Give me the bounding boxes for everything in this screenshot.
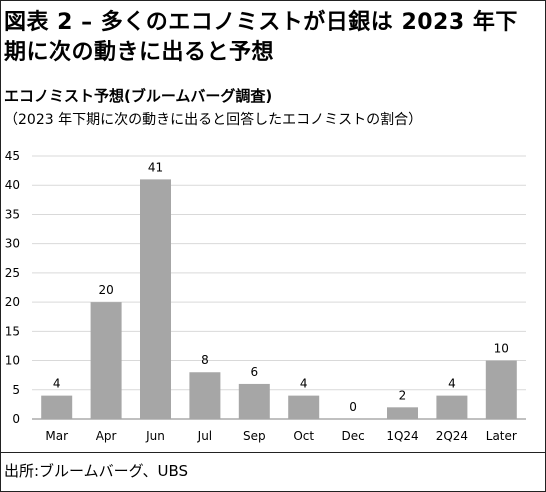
y-tick-label: 15	[5, 324, 20, 338]
bar	[41, 395, 73, 419]
x-tick-label: Later	[486, 429, 517, 443]
bar	[140, 179, 171, 419]
data-label: 20	[98, 283, 113, 297]
y-tick-label: 25	[5, 266, 20, 280]
bar	[288, 395, 320, 419]
data-label: 4	[53, 377, 61, 391]
bar	[485, 360, 517, 419]
figure-title: 図表 2 – 多くのエコノミストが日銀は 2023 年下期に次の動きに出ると予想	[4, 10, 518, 65]
x-tick-label: Apr	[96, 429, 117, 443]
y-tick-label: 30	[5, 237, 20, 251]
bar	[90, 302, 122, 419]
data-label: 2	[399, 388, 407, 402]
bar	[189, 372, 221, 419]
data-label: 10	[494, 342, 509, 356]
y-tick-label: 45	[5, 149, 20, 163]
y-tick-label: 40	[5, 178, 20, 192]
x-tick-label: Jun	[145, 429, 165, 443]
x-tick-label: Oct	[293, 429, 314, 443]
bars	[41, 179, 517, 419]
data-label: 0	[349, 400, 357, 414]
bar	[436, 395, 468, 419]
x-tick-label: Jul	[197, 429, 212, 443]
x-tick-label: 1Q24	[386, 429, 418, 443]
bar	[238, 383, 270, 419]
bar	[387, 407, 418, 419]
data-label: 4	[300, 377, 308, 391]
chart-subtitle-note: （2023 年下期に次の動きに出ると回答したエコノミストの割合）	[4, 112, 423, 128]
y-tick-label: 10	[5, 354, 20, 368]
source-note: 出所:ブルームバーグ、UBS	[4, 462, 189, 480]
x-tick-label: 2Q24	[436, 429, 468, 443]
footer-divider	[0, 452, 546, 453]
data-label: 4	[448, 377, 456, 391]
y-tick-label: 0	[12, 412, 20, 426]
x-tick-label: Dec	[341, 429, 364, 443]
y-axis-ticks: 0 5 10 15 20 25 30 35 40 45	[5, 149, 20, 426]
x-axis-ticks: Mar Apr Jun Jul Sep Oct Dec 1Q24 2Q24 Later	[45, 429, 517, 443]
chart-subtitle: エコノミスト予想(ブルームバーグ調査)	[4, 87, 273, 105]
x-tick-label: Mar	[45, 429, 68, 443]
data-label: 8	[201, 353, 209, 367]
y-tick-label: 20	[5, 295, 20, 309]
x-tick-label: Sep	[243, 429, 266, 443]
data-label: 41	[148, 160, 163, 174]
y-tick-label: 5	[12, 383, 20, 397]
data-labels: 4 20 41 8 6 4 0 2 4 10	[53, 160, 509, 414]
y-tick-label: 35	[5, 207, 20, 221]
data-label: 6	[250, 365, 258, 379]
